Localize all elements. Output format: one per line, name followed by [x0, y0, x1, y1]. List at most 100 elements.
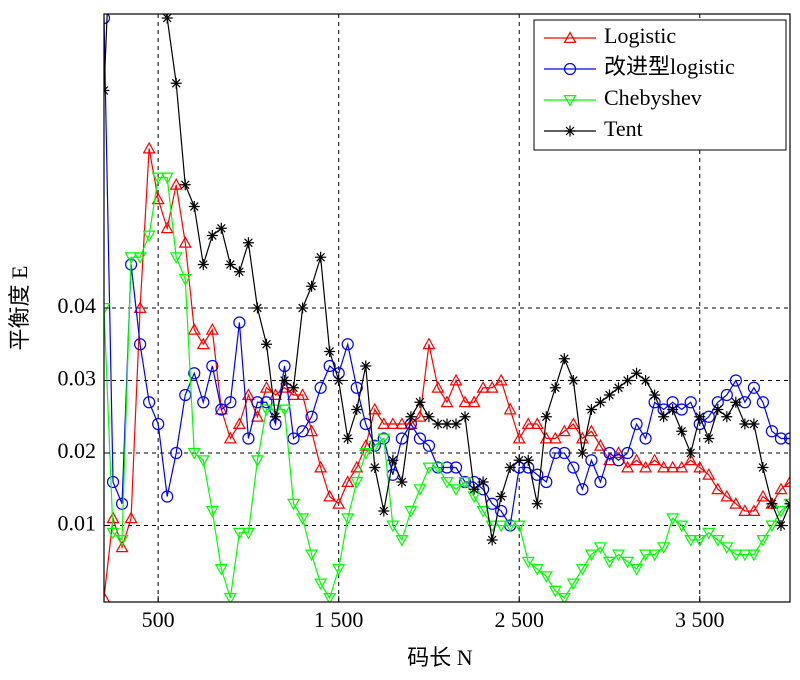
data-point	[188, 367, 201, 380]
data-point	[251, 302, 263, 314]
data-point	[774, 506, 788, 518]
data-point	[368, 402, 382, 415]
data-point	[323, 592, 337, 602]
data-point	[377, 433, 391, 446]
data-point	[305, 549, 319, 562]
data-point	[106, 475, 120, 489]
data-point	[359, 439, 373, 451]
data-point	[413, 484, 427, 496]
data-point	[774, 482, 788, 495]
data-point	[296, 513, 310, 525]
y-tick-label: 0.03	[58, 366, 97, 391]
data-point	[259, 404, 273, 417]
data-point	[567, 375, 579, 386]
data-point	[739, 418, 751, 430]
data-point	[495, 504, 508, 518]
data-point	[260, 396, 273, 409]
data-point	[205, 323, 219, 335]
data-point	[106, 527, 120, 540]
data-point	[630, 563, 644, 576]
data-point	[278, 404, 292, 417]
data-point	[414, 396, 426, 408]
data-point	[721, 411, 733, 423]
data-point	[287, 498, 301, 511]
data-point	[549, 382, 561, 394]
data-point	[486, 534, 498, 546]
data-point	[306, 280, 318, 292]
x-axis-label: 码长 N	[407, 645, 473, 670]
data-point	[548, 431, 562, 444]
data-point	[612, 454, 625, 467]
data-point	[423, 411, 435, 423]
data-point	[432, 418, 444, 430]
data-point	[522, 454, 534, 466]
data-point	[503, 402, 517, 415]
data-point	[124, 511, 138, 524]
data-point	[611, 549, 626, 562]
x-tick-label: 2 500	[494, 607, 544, 632]
data-point	[324, 346, 336, 357]
data-point	[756, 489, 770, 502]
data-point	[333, 375, 345, 386]
data-point	[503, 520, 517, 533]
data-point	[360, 360, 372, 372]
data-point	[720, 542, 734, 554]
data-point	[143, 396, 156, 409]
data-point	[206, 230, 218, 241]
data-point	[584, 424, 598, 437]
axes: 500 1 500 2 500 3 500 0.01 0.02 0.03 0.04	[58, 293, 725, 632]
data-point	[540, 411, 552, 423]
data-point	[270, 411, 281, 423]
data-point	[233, 316, 246, 329]
data-point	[557, 424, 571, 437]
data-point	[602, 556, 616, 569]
data-point	[458, 395, 472, 408]
data-point	[468, 483, 480, 495]
data-point	[214, 402, 228, 415]
data-point	[169, 178, 183, 190]
legend-label: Tent	[604, 116, 643, 141]
data-point	[531, 498, 543, 510]
data-point	[603, 389, 615, 401]
data-point	[711, 482, 725, 495]
data-point	[512, 520, 526, 533]
data-point	[197, 396, 210, 409]
data-point	[378, 505, 390, 517]
y-tick-label: 0.01	[58, 511, 97, 536]
data-point	[729, 497, 743, 509]
data-point	[160, 172, 174, 185]
data-point	[260, 338, 272, 350]
data-point	[169, 252, 183, 264]
data-point	[342, 433, 354, 444]
data-point	[566, 417, 580, 429]
data-point	[676, 425, 688, 437]
data-point	[747, 549, 761, 562]
data-point	[450, 418, 462, 430]
data-point	[630, 453, 644, 466]
legend-marker	[563, 62, 577, 76]
data-point	[449, 461, 463, 474]
data-point	[494, 373, 508, 386]
y-tick-label: 0.04	[58, 293, 97, 318]
data-point	[467, 395, 481, 408]
data-point	[350, 381, 363, 394]
data-point	[440, 395, 454, 408]
data-point	[178, 236, 192, 248]
data-point	[765, 520, 779, 533]
data-point	[350, 460, 364, 473]
data-point	[422, 462, 436, 475]
data-point	[241, 527, 255, 540]
data-point	[684, 453, 698, 466]
data-point	[639, 432, 652, 445]
data-point	[152, 417, 165, 431]
legend-marker	[564, 125, 576, 137]
y-axis-label: 平衡度 E	[7, 266, 32, 351]
data-point	[765, 425, 779, 438]
legend-label: 改进型logistic	[604, 54, 735, 79]
data-point	[649, 389, 661, 401]
data-point	[603, 446, 616, 460]
data-point	[747, 504, 761, 517]
data-point	[756, 396, 770, 409]
data-point	[242, 237, 254, 249]
data-point	[738, 504, 752, 517]
